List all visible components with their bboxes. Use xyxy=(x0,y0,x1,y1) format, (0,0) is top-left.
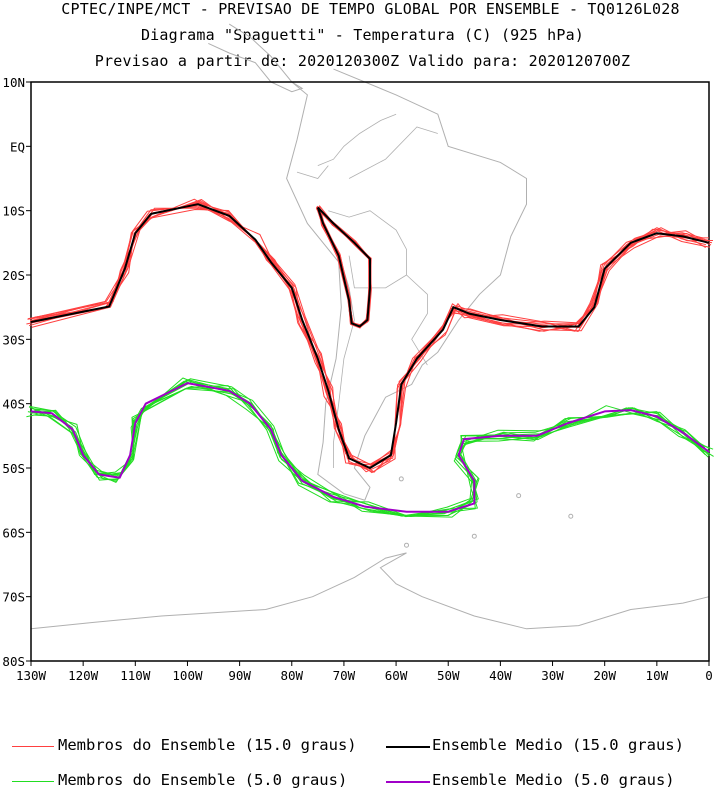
island-4 xyxy=(471,533,477,539)
country-border-3 xyxy=(348,255,407,289)
island-2 xyxy=(516,493,522,499)
x-tick-label-20W: 20W xyxy=(593,668,616,683)
coastline-central-america xyxy=(208,23,304,93)
series-line-member5-9 xyxy=(31,385,711,517)
header-line-2: Diagrama "Spaguetti" - Temperatura (C) (… xyxy=(140,26,585,44)
legend-label-member5: Membros do Ensemble (5.0 graus) xyxy=(58,771,348,789)
series-line-member5-7 xyxy=(26,388,710,517)
legend-swatch-member5 xyxy=(12,781,54,782)
series-line-mean5 xyxy=(30,382,710,513)
y-tick-label-70S: 70S xyxy=(2,590,25,605)
x-tick-label-120W: 120W xyxy=(68,668,99,683)
y-tick-label-EQ: EQ xyxy=(10,139,25,154)
island-1 xyxy=(398,476,404,482)
y-tick-label-10S: 10S xyxy=(2,204,25,219)
legend-swatch-mean15 xyxy=(386,746,430,748)
series-line-member5-1 xyxy=(29,381,709,517)
y-tick-label-60S: 60S xyxy=(2,525,25,540)
x-tick-label-70W: 70W xyxy=(333,668,356,683)
x-tick-label-90W: 90W xyxy=(228,668,251,683)
y-tick-label-50S: 50S xyxy=(2,461,25,476)
country-border-6 xyxy=(296,165,329,179)
country-border-2 xyxy=(328,210,428,366)
x-tick-label-0: 0 xyxy=(705,668,713,683)
legend-label-member15: Membros do Ensemble (15.0 graus) xyxy=(58,736,357,754)
y-tick-label-20S: 20S xyxy=(2,268,25,283)
series-line-member15-2 xyxy=(27,209,708,469)
series-line-member5-10 xyxy=(34,385,706,518)
x-tick-label-110W: 110W xyxy=(120,668,151,683)
country-border-1 xyxy=(348,126,438,179)
x-tick-label-10W: 10W xyxy=(646,668,669,683)
x-tick-label-60W: 60W xyxy=(385,668,408,683)
header-line-3: Previsao a partir de: 2020120300Z Valido… xyxy=(94,52,631,70)
y-tick-label-30S: 30S xyxy=(2,332,25,347)
series-line-mean15-andes xyxy=(316,206,371,328)
x-tick-label-40W: 40W xyxy=(489,668,512,683)
island-3 xyxy=(568,513,574,519)
legend-label-mean5: Ensemble Medio (5.0 graus) xyxy=(432,771,675,789)
series-line-mean15 xyxy=(30,203,710,469)
series-line-member15-9 xyxy=(27,200,705,466)
x-tick-label-30W: 30W xyxy=(541,668,564,683)
x-tick-label-80W: 80W xyxy=(280,668,303,683)
y-tick-label-80S: 80S xyxy=(2,654,25,669)
y-tick-label-40S: 40S xyxy=(2,397,25,412)
coastline-south-america xyxy=(286,68,527,501)
legend-label-mean15: Ensemble Medio (15.0 graus) xyxy=(432,736,684,754)
series-line-member15-10 xyxy=(29,199,706,474)
series-line-member15-4 xyxy=(32,206,709,473)
plot-frame xyxy=(30,81,710,662)
island-5 xyxy=(404,542,410,548)
coastline-antarctica xyxy=(30,552,710,630)
legend-swatch-mean5 xyxy=(386,781,430,783)
series-line-member15-andes-4 xyxy=(318,205,372,326)
country-border-5 xyxy=(317,113,397,166)
country-border-4 xyxy=(333,261,355,468)
x-tick-label-50W: 50W xyxy=(437,668,460,683)
series-line-member15-7 xyxy=(31,202,713,473)
x-tick-label-130W: 130W xyxy=(16,668,47,683)
x-tick-label-100W: 100W xyxy=(172,668,203,683)
legend-swatch-member15 xyxy=(12,746,54,747)
y-tick-label-10N: 10N xyxy=(2,75,25,90)
header-line-1: CPTEC/INPE/MCT - PREVISAO DE TEMPO GLOBA… xyxy=(61,0,680,18)
